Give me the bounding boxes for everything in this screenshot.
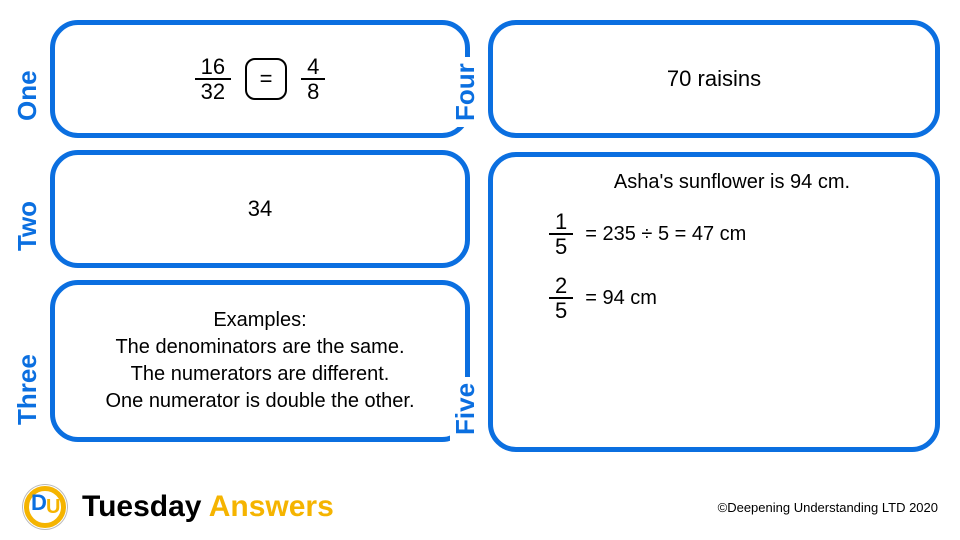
answer-grid: One 16 32 = 4 8 Two 34 Three Examples:	[50, 20, 940, 452]
equals-box: =	[245, 58, 287, 100]
box-five-content: Asha's sunflower is 94 cm. 1 5 = 235 ÷ 5…	[513, 171, 915, 322]
calc1-den: 5	[549, 235, 573, 258]
right-column: Four 70 raisins Five Asha's sunflower is…	[488, 20, 940, 452]
box-five-label: Five	[450, 377, 481, 441]
box-one-label: One	[12, 64, 43, 127]
box-one: One 16 32 = 4 8	[50, 20, 470, 138]
calc2-fraction: 2 5	[549, 274, 573, 322]
frac1-den: 32	[195, 80, 231, 103]
box-three-content: Examples: The denominators are the same.…	[105, 307, 414, 415]
calc2-text: = 94 cm	[585, 287, 657, 310]
footer-word: Answers	[209, 490, 334, 523]
box-three-heading: Examples:	[105, 307, 414, 334]
frac2-num: 4	[301, 55, 325, 80]
footer-title: Tuesday Answers	[82, 490, 334, 524]
logo-letter-d: D	[31, 490, 47, 516]
footer: D U Tuesday Answers ©Deepening Understan…	[0, 484, 960, 530]
logo-letter-u: U	[46, 496, 60, 519]
calc1-fraction: 1 5	[549, 210, 573, 258]
box-three-label: Three	[12, 348, 43, 431]
logo: D U	[22, 484, 68, 530]
frac2-den: 8	[301, 80, 325, 103]
left-column: One 16 32 = 4 8 Two 34 Three Examples:	[50, 20, 470, 452]
calc-row-1: 1 5 = 235 ÷ 5 = 47 cm	[549, 210, 746, 258]
fraction-1: 16 32	[195, 55, 231, 103]
calc2-den: 5	[549, 299, 573, 322]
box-two-value: 34	[248, 196, 272, 222]
box-three-line3: One numerator is double the other.	[105, 388, 414, 415]
fraction-2: 4 8	[301, 55, 325, 103]
box-five: Five Asha's sunflower is 94 cm. 1 5 = 23…	[488, 152, 940, 452]
box-two: Two 34	[50, 150, 470, 268]
copyright: ©Deepening Understanding LTD 2020	[718, 500, 938, 515]
box-two-label: Two	[12, 195, 43, 257]
box-four: Four 70 raisins	[488, 20, 940, 138]
calc-row-2: 2 5 = 94 cm	[549, 274, 657, 322]
footer-day: Tuesday	[82, 490, 202, 523]
box-three-line1: The denominators are the same.	[105, 334, 414, 361]
box-four-text: 70 raisins	[667, 66, 761, 92]
calc1-num: 1	[549, 210, 573, 235]
box-one-content: 16 32 = 4 8	[195, 55, 326, 103]
calc1-text: = 235 ÷ 5 = 47 cm	[585, 223, 746, 246]
box-three: Three Examples: The denominators are the…	[50, 280, 470, 442]
calc2-num: 2	[549, 274, 573, 299]
box-four-label: Four	[450, 57, 481, 127]
box-three-line2: The numerators are different.	[105, 361, 414, 388]
frac1-num: 16	[195, 55, 231, 80]
box-five-line1: Asha's sunflower is 94 cm.	[614, 171, 850, 194]
